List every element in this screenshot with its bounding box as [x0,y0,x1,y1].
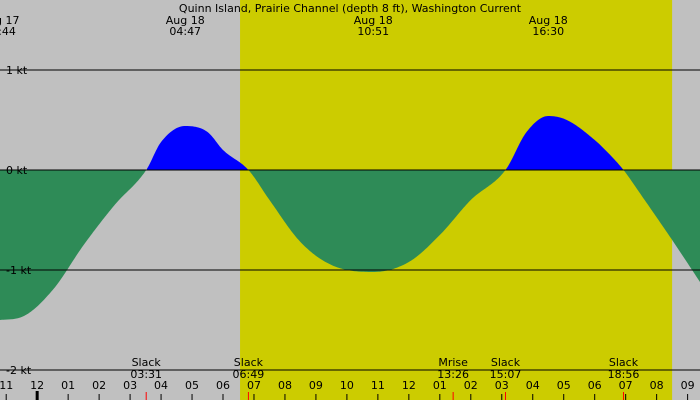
flood-current-area [506,116,624,170]
hour-tick-label: 06 [588,379,602,392]
gridline-layer [0,69,700,371]
event-time-label: 15:07 [490,368,522,381]
y-tick-label: 0 kt [6,164,28,177]
hour-tick-label: 08 [278,379,292,392]
hour-tick-label: 12 [30,379,44,392]
hour-tick-label: 05 [185,379,199,392]
top-date-label: Aug 17 [0,14,19,27]
top-time-label: 22:44 [0,25,16,38]
flood-current-area [147,126,249,170]
hour-tick-label: 10 [340,379,354,392]
chart-title: Quinn Island, Prairie Channel (depth 8 f… [179,2,522,15]
hour-tick-label: 09 [681,379,695,392]
ebb-current-area [624,170,700,282]
hour-tick-label: 09 [309,379,323,392]
y-tick-label: -2 kt [6,364,32,377]
top-date-label: Aug 18 [529,14,568,27]
top-time-label: 16:30 [532,25,564,38]
current-area-layer [0,116,700,320]
hour-tick-label: 03 [123,379,137,392]
hour-tick-label: 11 [0,379,13,392]
event-name-label: Slack [491,356,521,369]
event-time-label: 18:56 [608,368,640,381]
event-time-label: 13:26 [437,368,469,381]
event-name-label: Slack [609,356,639,369]
hour-tick-label: 07 [619,379,633,392]
hour-tick-label: 04 [526,379,540,392]
event-time-label: 06:49 [233,368,265,381]
x-tick-layer: 11 12 01 02 03 04 05 06 07 08 09 10 11 12 01 02 03 04 05 06… [0,379,695,400]
ebb-current-area [0,170,147,320]
top-time-label: 10:51 [357,25,389,38]
hour-tick-label: 12 [402,379,416,392]
hour-tick-label: 06 [216,379,230,392]
top-time-label: 04:47 [169,25,201,38]
hour-tick-label: 02 [464,379,478,392]
hour-tick-label: 05 [557,379,571,392]
hour-tick-label: 02 [92,379,106,392]
ebb-current-area [249,170,506,272]
hour-tick-label: 07 [247,379,261,392]
y-tick-label-layer: 1 kt 0 kt -1 kt -2 kt [6,64,32,377]
event-label-layer: Slack03:31Slack06:49Mrise13:26Slack15:07… [130,356,639,400]
top-date-label: Aug 18 [166,14,205,27]
hour-tick-label: 04 [154,379,168,392]
top-date-label: Aug 18 [354,14,393,27]
event-time-label: 03:31 [130,368,162,381]
hour-tick-label: 08 [650,379,664,392]
hour-tick-label: 11 [371,379,385,392]
hour-tick-label: 03 [495,379,509,392]
hour-tick-label: 01 [433,379,447,392]
hour-tick-label: 01 [61,379,75,392]
event-name-label: Mrise [438,356,468,369]
y-tick-label: -1 kt [6,264,32,277]
event-name-label: Slack [132,356,162,369]
event-name-label: Slack [234,356,264,369]
y-tick-label: 1 kt [6,64,28,77]
